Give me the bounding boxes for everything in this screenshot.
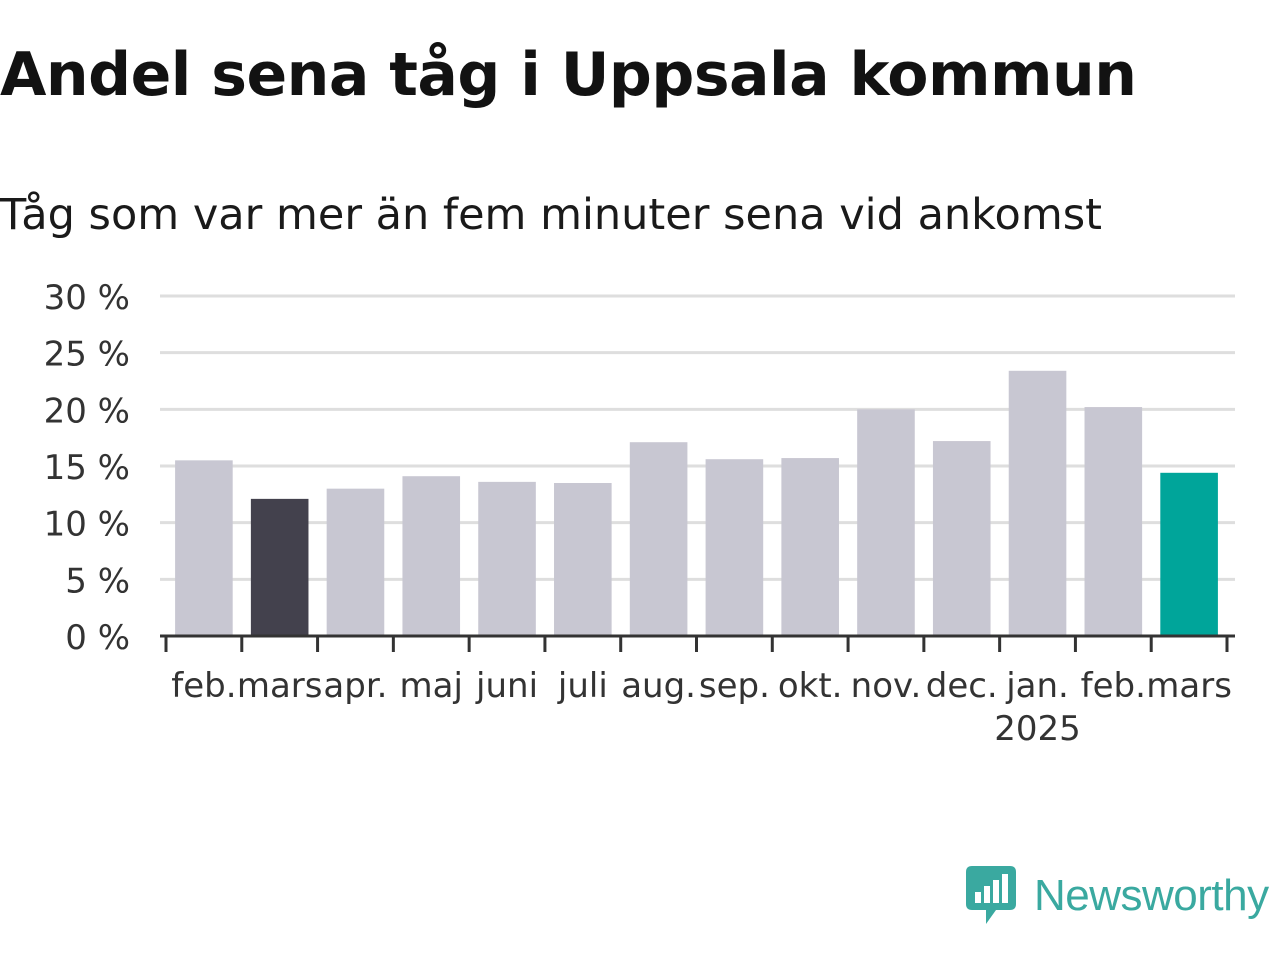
x-tick-label: mars: [237, 666, 323, 706]
x-axis: [160, 634, 1235, 652]
bar-maj-3: [402, 476, 461, 636]
x-tick-label: juni: [475, 666, 538, 706]
y-axis-labels: 0 % 5 % 10 % 15 % 20 % 25 % 30 %: [44, 278, 130, 658]
bar-juli-5: [554, 483, 612, 636]
bar-nov-9: [857, 409, 915, 636]
y-tick-label: 15 %: [44, 448, 130, 488]
bar-dec-10: [932, 441, 991, 636]
newsworthy-logo: Newsworthy: [966, 866, 1269, 926]
x-tick-label: jan.: [1005, 666, 1069, 706]
x-tick-label: feb.: [1081, 666, 1146, 706]
newsworthy-logo-text: Newsworthy: [1034, 871, 1269, 920]
x-tick-label: feb.: [171, 666, 236, 706]
y-tick-label: 0 %: [65, 618, 130, 658]
gridlines: [160, 294, 1235, 581]
chart-title: Andel sena tåg i Uppsala kommun: [0, 40, 1137, 110]
x-tick-label: sep.: [699, 666, 770, 706]
x-axis-labels: feb. mars apr. maj juni juli aug. sep. okt. nov. d…: [171, 666, 1232, 749]
bar-sep-7: [705, 459, 764, 636]
bar-chart: 0 %5 %10 %15 %20 %25 %30 % feb. mars apr. m…: [44, 278, 1235, 749]
y-tick-label: 25 %: [44, 335, 130, 375]
bar-jan-11: [1008, 370, 1067, 636]
chart-subtitle: Tåg som var mer än fem minuter sena vid …: [0, 190, 1103, 240]
bars: [175, 370, 1218, 636]
bar-okt-8: [781, 458, 839, 636]
bar-aug-6: [629, 442, 688, 636]
x-tick-label: aug.: [621, 666, 696, 706]
y-tick-label: 20 %: [44, 391, 130, 431]
y-tick-label: 5 %: [65, 561, 130, 601]
bar-feb-12: [1084, 407, 1143, 636]
x-tick-label: nov.: [851, 666, 922, 706]
x-tick-label: okt.: [778, 666, 843, 706]
x-tick-label: mars: [1146, 666, 1232, 706]
bar-juni-4: [478, 481, 536, 636]
bar-apr-2: [326, 488, 385, 636]
x-tick-label: juli: [557, 666, 608, 706]
x-year-label: 2025: [994, 709, 1081, 749]
y-tick-label: 10 %: [44, 505, 130, 545]
x-tick-label: apr.: [323, 666, 387, 706]
x-tick-label: maj: [400, 666, 463, 706]
y-tick-label: 30 %: [44, 278, 130, 318]
bar-mars-1: [250, 498, 309, 636]
bar-mars-13: [1160, 472, 1218, 636]
newsworthy-logo-icon: [966, 866, 1016, 924]
x-tick-label: dec.: [926, 666, 998, 706]
bar-feb-0: [175, 460, 233, 636]
